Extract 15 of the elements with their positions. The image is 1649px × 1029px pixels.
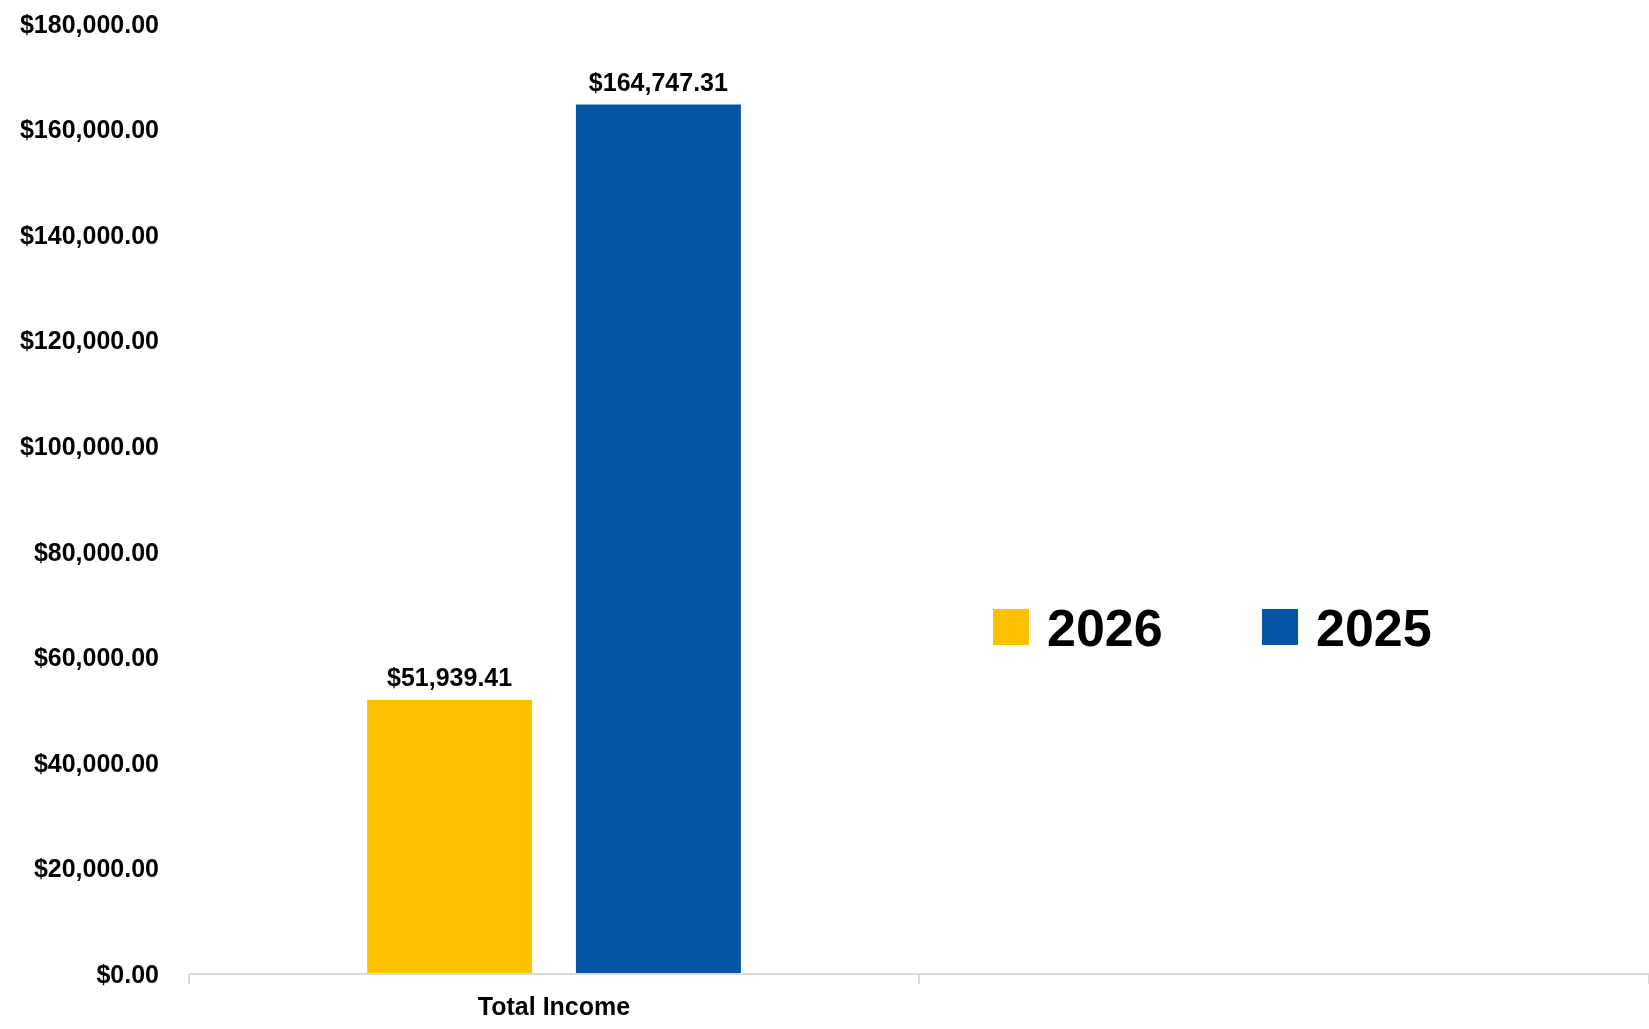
legend-label: 2025 (1316, 599, 1432, 658)
y-tick-label: $60,000.00 (33, 643, 159, 672)
y-tick-label: $0.00 (96, 959, 159, 988)
y-tick-label: $40,000.00 (33, 748, 159, 777)
y-tick-label: $160,000.00 (19, 115, 159, 144)
y-tick-label: $140,000.00 (19, 220, 159, 249)
y-tick-label: $80,000.00 (33, 537, 159, 566)
data-label: $164,747.31 (588, 67, 728, 96)
y-tick-label: $100,000.00 (19, 431, 159, 460)
legend-label: 2026 (1047, 599, 1163, 658)
data-label: $51,939.41 (387, 662, 513, 691)
y-tick-label: $180,000.00 (19, 9, 159, 38)
y-tick-label: $120,000.00 (19, 326, 159, 355)
x-tick-label: Total Income (477, 992, 631, 1020)
y-tick-label: $20,000.00 (33, 854, 159, 883)
